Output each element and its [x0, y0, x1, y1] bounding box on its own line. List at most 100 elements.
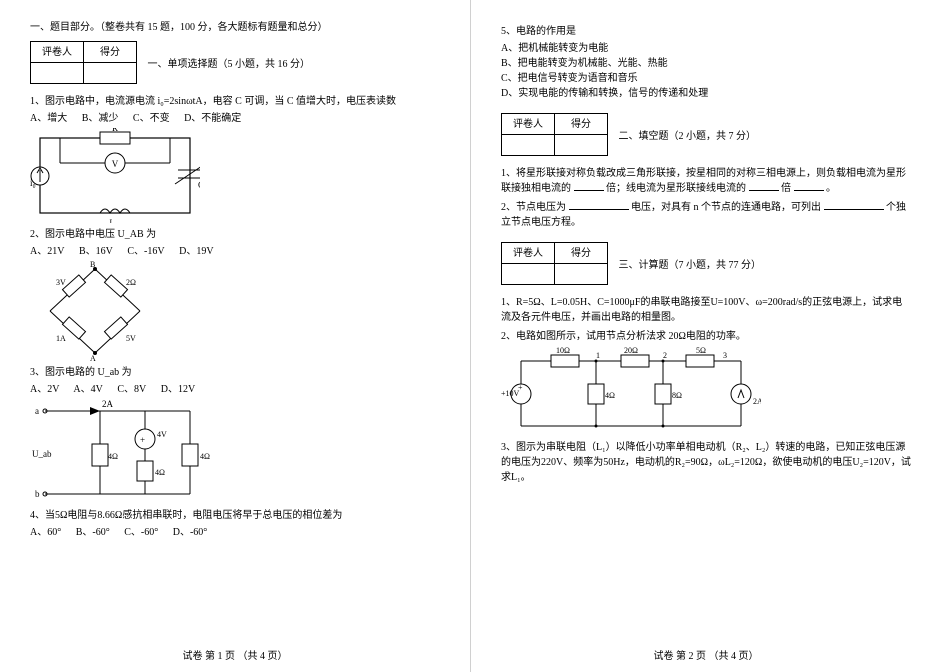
- q1-D: D、不能确定: [184, 113, 241, 124]
- q3-r2: 4Ω: [155, 468, 165, 477]
- q2-A: A、21V: [30, 246, 64, 257]
- score-col1: 评卷人: [502, 114, 555, 135]
- fill2-blank2: [824, 200, 884, 210]
- q4-D: D、-60°: [173, 527, 208, 538]
- q5-A: A、把机械能转变为电能: [501, 41, 911, 56]
- label-i: i₀: [30, 178, 36, 188]
- q5-C: C、把电信号转变为语音和音乐: [501, 71, 911, 86]
- section-1-title: 一、单项选择题（5 小题，共 16 分）: [148, 57, 311, 72]
- q2-A-label: A: [90, 354, 96, 361]
- calc2-n2: 2: [663, 351, 667, 360]
- fill1-blank3: [794, 181, 824, 191]
- score-cell: [84, 63, 137, 84]
- row-score-s2: 评卷人 得分 二、填空题（2 小题，共 7 分）: [501, 111, 911, 162]
- q5-text: 5、电路的作用是: [501, 24, 911, 39]
- q2-tr: 2Ω: [126, 278, 136, 287]
- fill1-blank1: [574, 181, 604, 191]
- calc2-r3: 4Ω: [605, 391, 615, 400]
- q4-A: A、60°: [30, 527, 61, 538]
- calc2-r2: 20Ω: [624, 346, 638, 355]
- section-3-title: 三、计算题（7 小题，共 77 分）: [619, 258, 762, 273]
- q4-B: B、-60°: [76, 527, 110, 538]
- calc2-is: 2A: [753, 397, 761, 406]
- score-cell: [502, 135, 555, 156]
- fill2-blank1: [569, 200, 629, 210]
- q4-options: A、60° B、-60° C、-60° D、-60°: [30, 525, 440, 540]
- label-V: V: [112, 159, 119, 169]
- calc2-vs: +10V: [501, 389, 520, 398]
- fill1-mid1: 倍；线电流为星形联接线电流的: [606, 183, 746, 194]
- fill2-pre: 2、节点电压为: [501, 202, 566, 213]
- q3-text: 3、图示电路的 U_ab 为: [30, 365, 440, 380]
- score-table-3: 评卷人 得分: [501, 242, 608, 285]
- score-table-1: 评卷人 得分: [30, 41, 137, 84]
- calc2-r1: 10Ω: [556, 346, 570, 355]
- footer-right: 试卷 第 2 页 （共 4 页）: [471, 649, 941, 664]
- q2-B: B、16V: [79, 246, 113, 257]
- row-score-s3: 评卷人 得分 三、计算题（7 小题，共 77 分）: [501, 240, 911, 291]
- page-left: 一、题目部分。（整卷共有 15 题，100 分，各大题标有题量和总分） 评卷人 …: [0, 0, 470, 672]
- score-col2: 得分: [555, 243, 608, 264]
- q5-B: B、把电能转变为机械能、光能、热能: [501, 56, 911, 71]
- q4-C: C、-60°: [124, 527, 158, 538]
- q2-options: A、21V B、16V C、-16V D、19V: [30, 244, 440, 259]
- calc3-text: 3、图示为串联电阻（L₁）以降低小功率单相电动机（R₂、L₂）转速的电路，已知正…: [501, 440, 911, 485]
- calc2-n3: 3: [723, 351, 727, 360]
- q3-r1: 4Ω: [108, 452, 118, 461]
- score-table-2: 评卷人 得分: [501, 113, 608, 156]
- header-line: 一、题目部分。（整卷共有 15 题，100 分，各大题标有题量和总分）: [30, 20, 440, 35]
- label-R: R: [112, 128, 118, 133]
- section-2-title: 二、填空题（2 小题，共 7 分）: [619, 129, 757, 144]
- q3-options: A、2V A、4V C、8V D、12V: [30, 382, 440, 397]
- q2-text: 2、图示电路中电压 U_AB 为: [30, 227, 440, 242]
- q3-r3: 4Ω: [200, 452, 210, 461]
- score-col2: 得分: [84, 42, 137, 63]
- q3-circuit: a b U_ab 2A 4Ω 4V + 4Ω 4Ω: [30, 399, 210, 504]
- score-col1: 评卷人: [502, 243, 555, 264]
- q1-options: A、增大 B、减少 C、不变 D、不能确定: [30, 111, 440, 126]
- score-cell: [31, 63, 84, 84]
- q1-A: A、增大: [30, 113, 67, 124]
- q1-circuit: R V i₀ C L: [30, 128, 200, 223]
- calc2-circuit: + +10V 10Ω 20Ω 5Ω 1 2 3 4Ω 8Ω 2A: [501, 346, 761, 436]
- score-cell: [555, 264, 608, 285]
- fill1-mid3: 。: [826, 183, 836, 194]
- calc2-text: 2、电路如图所示，试用节点分析法求 20Ω电阻的功率。: [501, 329, 911, 344]
- q3-D: D、12V: [161, 384, 195, 395]
- q3-A: A、2V: [30, 384, 59, 395]
- fill2-mid: 电压，对具有 n 个节点的连通电路，可列出: [631, 202, 821, 213]
- q2-tl: 3V: [56, 278, 66, 287]
- score-cell: [555, 135, 608, 156]
- page-right: 5、电路的作用是 A、把机械能转变为电能 B、把电能转变为机械能、光能、热能 C…: [471, 0, 941, 672]
- score-col1: 评卷人: [31, 42, 84, 63]
- svg-text:5Ω: 5Ω: [696, 346, 706, 355]
- q3-top: 2A: [102, 399, 114, 409]
- q4-text: 4、当5Ω电阻与8.66Ω感抗相串联时，电阻电压将早于总电压的相位差为: [30, 508, 440, 523]
- q3-U: U_ab: [32, 449, 52, 459]
- label-L: L: [110, 218, 115, 223]
- q2-bl: 1A: [56, 334, 66, 343]
- svg-text:+: +: [140, 435, 145, 445]
- row-score-s1: 评卷人 得分 一、单项选择题（5 小题，共 16 分）: [30, 39, 440, 90]
- calc2-n1: 1: [596, 351, 600, 360]
- q2-circuit: 3V 2Ω 1A 5V B A: [30, 261, 160, 361]
- score-col2: 得分: [555, 114, 608, 135]
- footer-left: 试卷 第 1 页 （共 4 页）: [0, 649, 470, 664]
- fill1-blank2: [749, 181, 779, 191]
- q2-br: 5V: [126, 334, 136, 343]
- label-C: C: [198, 180, 200, 190]
- q1-B: B、减少: [82, 113, 119, 124]
- q1-C: C、不变: [133, 113, 170, 124]
- q3-a: a: [35, 406, 39, 416]
- calc2-r5: 8Ω: [672, 391, 682, 400]
- fill2: 2、节点电压为 电压，对具有 n 个节点的连通电路，可列出 个独立节点电压方程。: [501, 200, 911, 230]
- q2-D: D、19V: [179, 246, 213, 257]
- q1-text: 1、图示电路中，电流源电流 i₀=2sinωtA，电容 C 可调，当 C 值增大…: [30, 94, 440, 109]
- score-cell: [502, 264, 555, 285]
- fill1: 1、将星形联接对称负载改成三角形联接，按星相同的对称三相电源上，则负载相电流为星…: [501, 166, 911, 196]
- q3-b: b: [35, 489, 40, 499]
- q5-D: D、实现电能的传输和转换，信号的传递和处理: [501, 86, 911, 101]
- q3-C: C、8V: [117, 384, 146, 395]
- q3-mid: 4V: [157, 430, 167, 439]
- fill1-mid2: 倍: [781, 183, 791, 194]
